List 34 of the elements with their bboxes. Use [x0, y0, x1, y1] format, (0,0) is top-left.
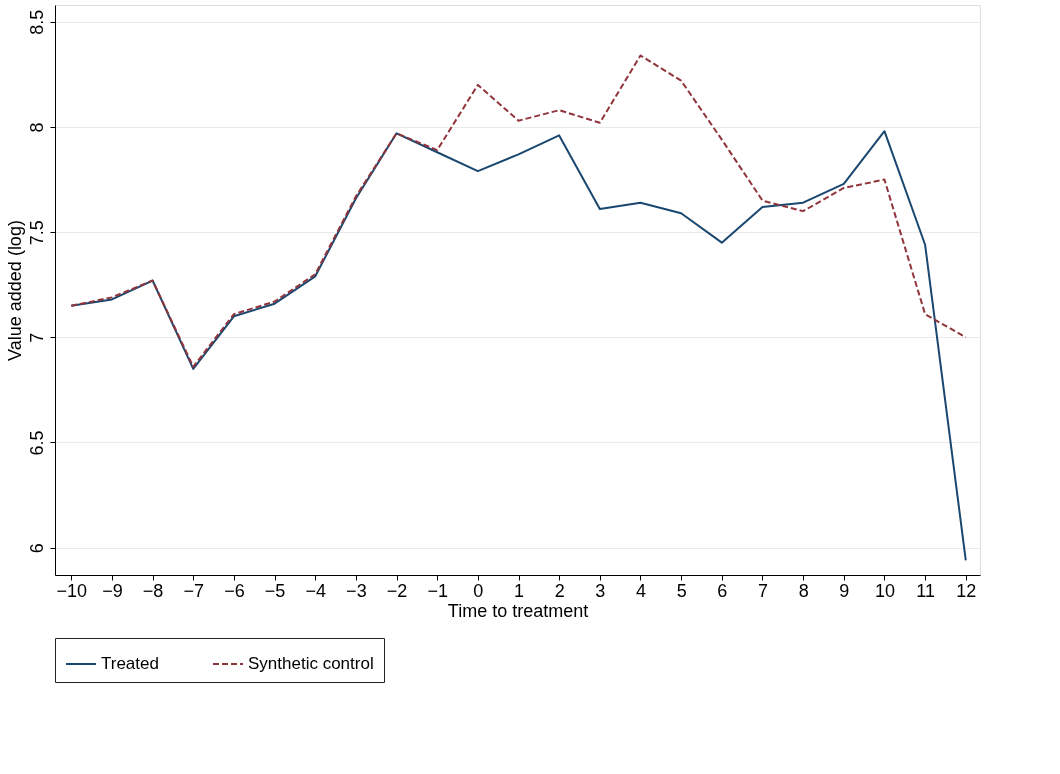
x-tick-label: −8 [142, 580, 164, 601]
x-tick-label: 1 [514, 580, 525, 601]
x-tick-label: 9 [839, 580, 850, 601]
x-tick-label: −9 [102, 580, 123, 601]
x-tick-label: 5 [676, 580, 687, 601]
x-tick-label: 12 [956, 580, 977, 601]
y-tick-label: 8 [26, 122, 47, 133]
x-tick-label: −3 [346, 580, 367, 601]
y-tick-label: 6.5 [26, 430, 47, 456]
x-tick-label: 0 [473, 580, 484, 601]
x-axis-title: Time to treatment [447, 600, 589, 621]
x-tick-label: 10 [874, 580, 895, 601]
x-tick-label: −4 [305, 580, 326, 601]
x-tick-label: 11 [916, 580, 935, 601]
y-tick-label: 8.5 [26, 9, 47, 35]
x-tick-label: −2 [386, 580, 408, 601]
x-tick-label: 2 [554, 580, 565, 601]
x-tick-label: 8 [798, 580, 809, 601]
x-tick-label: −10 [56, 580, 88, 601]
legend-label: Treated [101, 654, 159, 673]
y-tick-label: 7.5 [26, 220, 47, 246]
y-axis-title: Value added (log) [4, 220, 25, 361]
x-tick-label: −5 [264, 580, 286, 601]
legend-label: Synthetic control [248, 654, 374, 673]
x-tick-label: 6 [717, 580, 728, 601]
line-series [70, 54, 967, 368]
x-tick-label: 7 [757, 580, 768, 601]
x-tick-label: −7 [183, 580, 205, 601]
x-tick-label: 3 [595, 580, 606, 601]
x-tick-label: 4 [635, 580, 646, 601]
y-tick-label: 7 [26, 332, 47, 343]
y-tick-label: 6 [26, 543, 47, 554]
x-tick-label: −6 [224, 580, 245, 601]
x-tick-label: −1 [427, 580, 448, 601]
